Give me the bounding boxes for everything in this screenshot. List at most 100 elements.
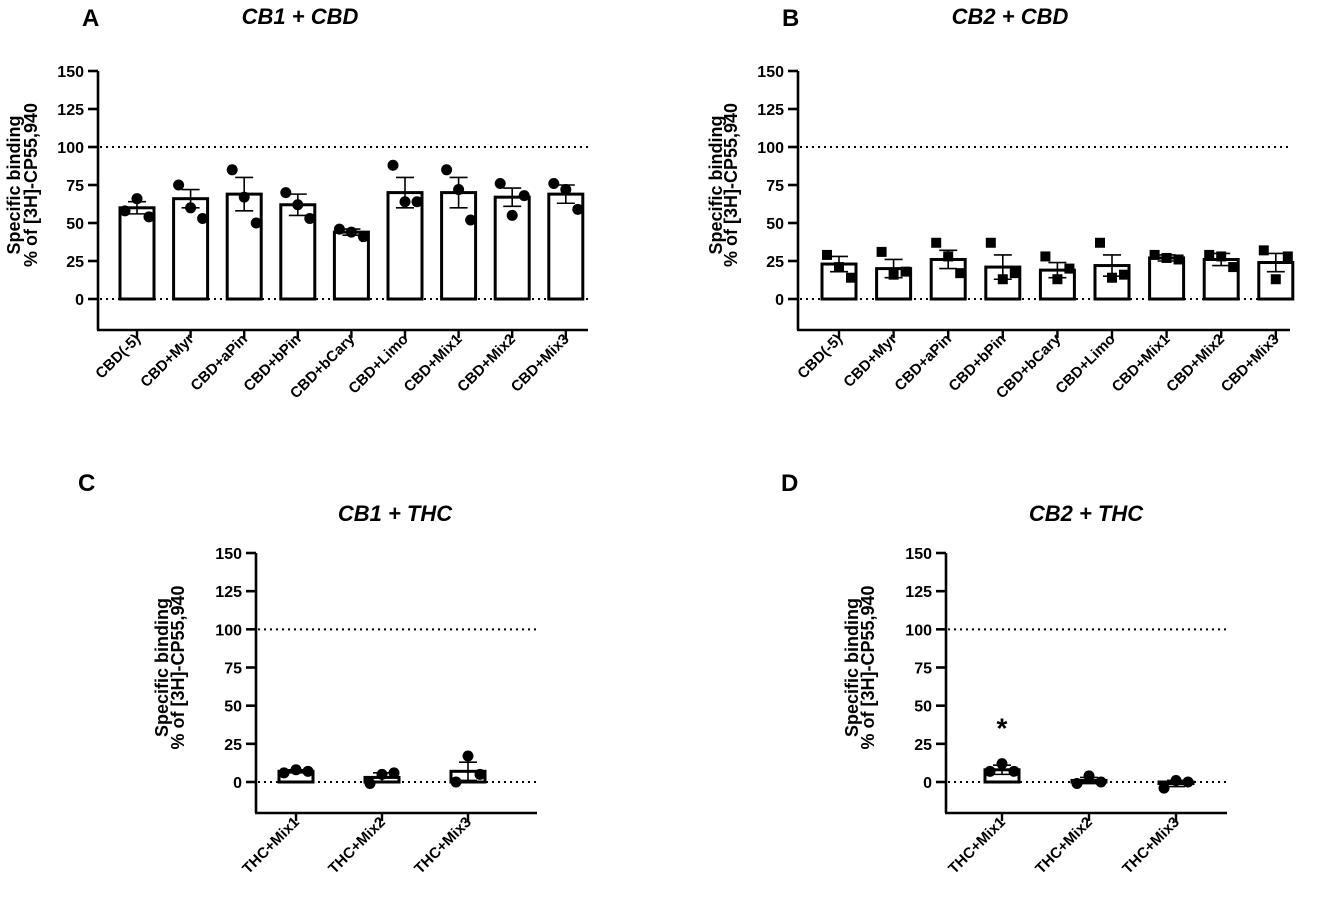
- y-tick-label: 0: [923, 775, 932, 792]
- y-tick-label: 150: [757, 64, 784, 81]
- y-tick-label: 150: [215, 546, 242, 563]
- data-point: [822, 249, 832, 260]
- data-point: [197, 212, 209, 224]
- y-tick-label: 50: [224, 699, 242, 716]
- data-point: [1149, 249, 1160, 260]
- data-point: [1009, 268, 1020, 279]
- data-point: [876, 246, 887, 257]
- y-tick-label: 125: [757, 102, 784, 119]
- data-point: [1095, 237, 1105, 248]
- x-tick-label: THC+Mix3: [1119, 814, 1183, 878]
- x-tick-label: THC+Mix3: [411, 814, 475, 878]
- data-point: [834, 262, 844, 273]
- y-tick-label: 100: [757, 140, 784, 157]
- data-point: [1182, 776, 1194, 788]
- y-axis-title-line2: % of [3H]-CP55,940: [721, 103, 741, 267]
- y-axis-title-line2: % of [3H]-CP55,940: [21, 103, 41, 267]
- y-tick-label: 100: [215, 622, 242, 639]
- data-point: [357, 231, 369, 243]
- data-point: [185, 202, 197, 214]
- chart-title: CB2 + CBD: [952, 4, 1069, 29]
- data-point: [1216, 251, 1227, 262]
- data-point: [1071, 778, 1083, 790]
- chart-title: CB1 + CBD: [242, 4, 359, 29]
- y-tick-label: 0: [233, 775, 242, 792]
- significance-annotation: *: [997, 713, 1008, 744]
- data-point: [226, 164, 238, 176]
- data-point: [1204, 249, 1215, 260]
- y-tick-label: 25: [224, 737, 242, 754]
- y-tick-label: 100: [905, 622, 932, 639]
- panel-letter: A: [82, 5, 99, 32]
- data-point: [518, 190, 530, 202]
- y-tick-label: 50: [766, 216, 784, 233]
- data-point: [506, 209, 518, 221]
- data-point: [1161, 252, 1172, 263]
- y-axis-title-line1: Specific binding: [706, 115, 726, 254]
- data-point: [376, 768, 388, 780]
- data-point: [453, 184, 465, 196]
- data-point: [465, 214, 477, 226]
- bar: [332, 230, 370, 301]
- x-tick-label: THC+Mix2: [325, 814, 389, 878]
- x-tick-label: CBD+aPin: [891, 331, 955, 395]
- y-axis-title-line1: Specific binding: [842, 598, 862, 737]
- data-point: [931, 237, 942, 248]
- data-point: [1270, 274, 1281, 285]
- bar: [440, 191, 478, 301]
- data-point: [462, 750, 474, 762]
- data-point: [548, 177, 560, 189]
- y-tick-label: 75: [914, 661, 932, 678]
- data-point: [1095, 776, 1107, 788]
- chart-title: CB2 + THC: [1029, 501, 1144, 526]
- data-point: [143, 211, 155, 223]
- panel-letter: B: [782, 5, 799, 32]
- data-point: [1052, 274, 1063, 285]
- y-tick-label: 125: [215, 584, 242, 601]
- data-point: [333, 223, 345, 235]
- x-tick-label: CBD(-5): [794, 331, 845, 382]
- bar: [547, 192, 585, 301]
- data-point: [387, 159, 399, 171]
- data-point: [560, 184, 572, 196]
- data-point: [399, 196, 411, 208]
- data-point: [1282, 251, 1293, 262]
- x-tick-label: THC+Mix1: [239, 814, 303, 878]
- data-point: [290, 764, 302, 776]
- y-tick-label: 25: [914, 737, 932, 754]
- data-point: [1228, 262, 1239, 273]
- data-point: [278, 767, 290, 779]
- data-point: [1107, 272, 1117, 283]
- data-point: [411, 196, 423, 208]
- panel-letter: D: [781, 470, 798, 497]
- data-point: [900, 266, 911, 277]
- y-axis-title-line1: Specific binding: [152, 598, 172, 737]
- data-point: [1040, 251, 1051, 262]
- data-point: [1170, 774, 1182, 786]
- y-tick-label: 0: [75, 292, 84, 309]
- data-point: [250, 217, 262, 229]
- data-point: [1258, 245, 1269, 256]
- y-tick-label: 150: [57, 64, 84, 81]
- y-tick-label: 0: [775, 292, 784, 309]
- data-point: [280, 187, 292, 199]
- x-tick-label: THC+Mix1: [945, 814, 1009, 878]
- data-point: [985, 237, 996, 248]
- y-tick-label: 50: [914, 699, 932, 716]
- y-tick-label: 150: [905, 546, 932, 563]
- x-tick-label: CBD+Limo: [1052, 331, 1119, 398]
- data-point: [238, 191, 250, 203]
- data-point: [888, 269, 899, 280]
- data-point: [846, 272, 856, 283]
- y-tick-label: 25: [766, 254, 784, 271]
- y-axis-title-line1: Specific binding: [4, 115, 24, 254]
- data-point: [173, 179, 185, 191]
- x-tick-label: CBD+Mix3: [508, 331, 573, 396]
- data-point: [1119, 269, 1129, 280]
- data-point: [364, 778, 376, 790]
- data-point: [119, 205, 131, 217]
- panel-a: A CB1 + CBD Specific binding% of [3H]-CP55…: [4, 4, 588, 402]
- y-tick-label: 125: [57, 102, 84, 119]
- data-point: [131, 193, 143, 205]
